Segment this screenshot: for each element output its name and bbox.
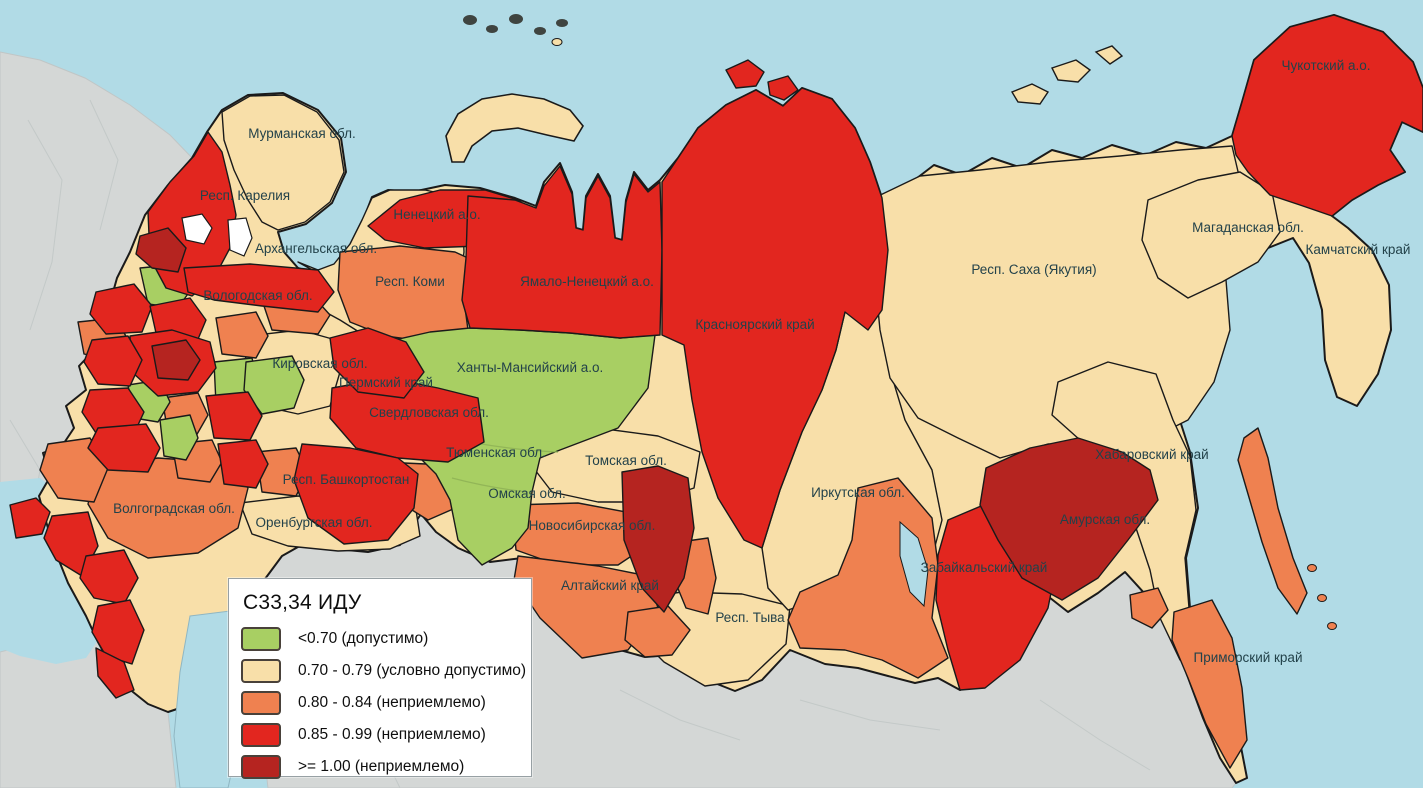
region-murmansk [221,94,345,231]
region-label-14: Новосибирская обл. [529,518,656,533]
region-vologda-west [183,263,335,313]
region-caucasus-red-1 [91,599,145,665]
region-label-12: Томская обл. [585,453,667,468]
region-voronezh-red [87,423,161,473]
legend-label: 0.85 - 0.99 (неприемлемо) [298,726,486,743]
region-green-3 [159,414,199,461]
region-leningrad-dark [135,227,187,273]
region-label-19: Волгоградская обл. [113,501,235,516]
legend-swatch [241,755,281,779]
region-perm [329,327,425,399]
legend-row-1: 0.70 - 0.79 (условно допустимо) [241,659,526,683]
region-label-layer: Мурманская обл. Респ. Карелия Ненецкий а.о… [113,58,1410,665]
region-samara-red [217,439,269,489]
region-label-29: Приморский край [1193,650,1302,665]
region-label-24: Магаданская обл. [1192,220,1304,235]
region-label-22: Респ. Саха (Якутия) [971,262,1096,277]
legend-swatch [241,691,281,715]
region-smolensk-red [83,335,143,387]
region-label-27: Амурская обл. [1060,512,1150,527]
region-nizhny-red [205,391,263,441]
legend-row-2: 0.80 - 0.84 (неприемлемо) [241,691,517,715]
region-label-15: Алтайский край [561,578,659,593]
region-label-4: Респ. Коми [375,274,445,289]
regions-orange [39,245,1308,769]
franz-josef-islands [463,14,568,35]
region-label-21: Иркутская обл. [811,485,905,500]
region-label-18: Оренбургская обл. [256,515,373,530]
region-label-2: Ненецкий а.о. [393,207,480,222]
legend-label: <0.70 (допустимо) [298,630,429,647]
regions-dark-red [135,227,1159,613]
region-bashkortostan [293,443,419,545]
region-krasnoyarsk [661,87,889,549]
regions-cream [221,94,1281,687]
region-label-20: Красноярский край [695,317,814,332]
novaya-zemlya-island [445,93,584,163]
region-rostov [39,437,109,503]
region-chukotka [1231,14,1423,217]
region-label-16: Респ. Тыва [715,610,785,625]
region-kemerovo [621,465,695,613]
new-siberian-islands [1010,45,1124,105]
region-label-7: Пермский край [339,375,433,390]
legend-row-0: <0.70 (допустимо) [241,627,517,651]
franz-josef-cream-island [551,38,563,46]
legend-row-3: 0.85 - 0.99 (неприемлемо) [241,723,517,747]
region-yamalo-nenets [461,165,663,339]
region-green-4 [243,355,305,415]
region-label-8: Свердловская обл. [369,405,489,420]
region-moscow-core [151,339,201,381]
region-label-9: Ханты-Мансийский а.о. [457,360,604,375]
arctic-islands [445,14,1337,630]
region-label-10: Ямало-Ненецкий а.о. [520,274,654,289]
legend-label: 0.80 - 0.84 (неприемлемо) [298,694,486,711]
kuril-islands [1307,564,1337,630]
region-severnaya-zemlya-2 [767,75,799,101]
lake-baikal [899,520,929,608]
region-kostroma [215,311,269,359]
lake-ladoga [181,213,213,245]
region-buryatia [787,477,949,679]
region-label-23: Чукотский а.о. [1281,58,1370,73]
region-pskov-red [89,283,153,335]
map-legend: С33,34 ИДУ <0.70 (допустимо) 0.70 - 0.79 … [228,578,532,779]
region-label-5: Вологодская обл. [203,288,312,303]
region-crimea [9,497,51,539]
region-label-13: Омская обл. [488,486,566,501]
region-label-28: Забайкальский край [921,560,1048,575]
lake-onega [227,217,253,257]
region-label-11: Тюменская обл. [446,445,546,460]
region-label-3: Архангельская обл. [255,241,377,256]
region-label-26: Хабаровский край [1095,447,1208,462]
legend-swatch [241,627,281,651]
legend-label: >= 1.00 (неприемлемо) [298,758,465,775]
region-label-17: Респ. Башкортостан [283,472,410,487]
region-label-1: Респ. Карелия [200,188,290,203]
legend-swatch [241,723,281,747]
legend-label: 0.70 - 0.79 (условно допустимо) [298,662,527,679]
region-severnaya-zemlya-1 [725,59,765,89]
legend-title: С33,34 ИДУ [243,591,362,614]
region-amur [979,437,1159,601]
region-sakhalin [1237,427,1308,615]
legend-row-4: >= 1.00 (неприемлемо) [241,755,517,779]
region-label-6: Кировская обл. [272,356,367,371]
region-jewish-ao [1129,587,1169,629]
lakes [181,213,929,608]
region-label-0: Мурманская обл. [248,126,356,141]
region-label-25: Камчатский край [1306,242,1411,257]
region-magadan [1141,171,1281,299]
legend-swatch [241,659,281,683]
region-primorye [1171,599,1248,769]
legend-items: <0.70 (допустимо) 0.70 - 0.79 (условно до… [241,627,526,779]
region-caucasus-red-2 [95,647,135,699]
regions-red [9,14,1423,699]
